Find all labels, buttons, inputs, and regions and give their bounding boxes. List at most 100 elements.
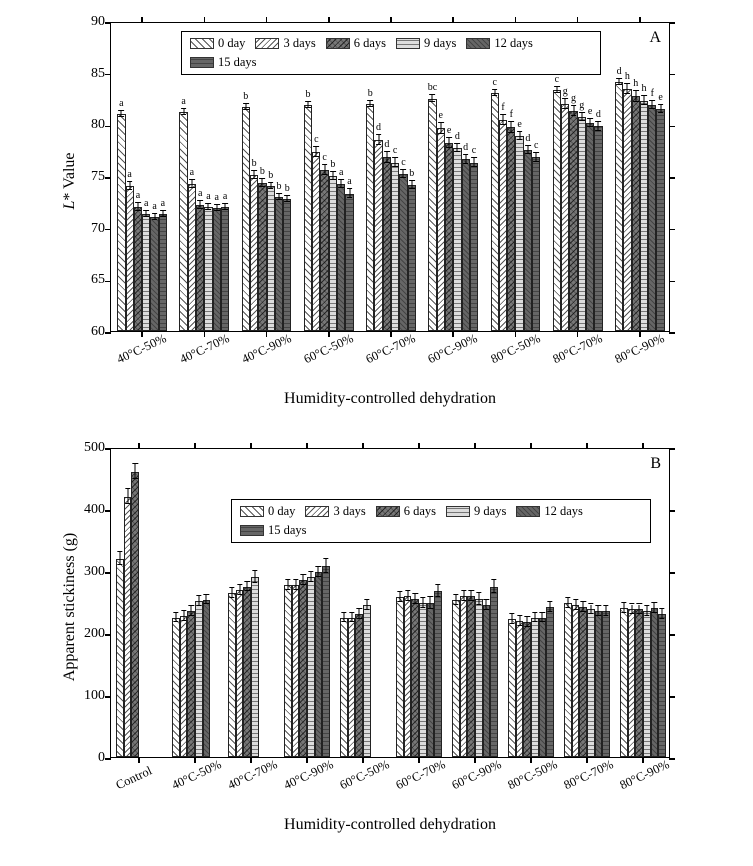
chart-a: L* Value 60657075808590A0 day3 days6 day… — [20, 12, 723, 432]
sig-letter: bc — [428, 82, 437, 93]
bar: e — [586, 123, 594, 331]
bar — [579, 607, 587, 757]
bar — [243, 587, 251, 758]
legend-label: 3 days — [333, 504, 365, 519]
x-tick — [362, 757, 364, 763]
sig-letter: b — [409, 168, 414, 179]
y-tick — [669, 572, 675, 574]
bar: a — [188, 184, 196, 331]
legend-swatch — [396, 38, 420, 49]
legend-item: 3 days — [255, 36, 315, 51]
y-tick — [105, 281, 111, 283]
bar: a — [117, 114, 125, 331]
sig-letter: f — [651, 88, 654, 99]
sig-letter: c — [492, 77, 496, 88]
sig-letter: a — [127, 169, 131, 180]
bar — [228, 593, 236, 757]
y-tick — [669, 74, 675, 76]
sig-letter: a — [161, 198, 165, 209]
sig-letter: b — [243, 91, 248, 102]
x-tick — [452, 331, 454, 337]
bar: c — [491, 93, 499, 331]
bar: b — [250, 175, 258, 331]
x-tick — [328, 331, 330, 337]
legend-swatch — [190, 57, 214, 68]
x-tick — [194, 443, 196, 449]
bar — [116, 559, 124, 757]
bar — [131, 472, 139, 757]
y-tick — [669, 281, 675, 283]
bar — [531, 618, 539, 758]
bar: a — [142, 214, 150, 331]
bar — [315, 572, 323, 757]
legend-swatch — [376, 506, 400, 517]
y-axis-label-a: L* Value — [61, 121, 79, 241]
x-cat-label: 40°C-50% — [170, 757, 224, 793]
bar: c — [470, 163, 478, 331]
legend-item: 15 days — [190, 55, 257, 70]
y-tick — [105, 177, 111, 179]
x-cat-label: 60°C-50% — [338, 757, 392, 793]
bar: a — [159, 214, 167, 331]
sig-letter: a — [215, 192, 219, 203]
bar — [635, 609, 643, 757]
y-tick — [669, 634, 675, 636]
x-tick — [586, 443, 588, 449]
page: { "legend": { "items": ["0 day","3 days"… — [0, 0, 753, 866]
bar: g — [569, 111, 577, 331]
y-tick — [105, 74, 111, 76]
y-tick — [105, 634, 111, 636]
sig-letter: b — [276, 181, 281, 192]
legend: 0 day3 days6 days9 days12 days15 days — [181, 31, 601, 75]
bar: d — [524, 150, 532, 331]
bar: c — [553, 90, 561, 331]
sig-letter: g — [571, 93, 576, 104]
x-tick — [141, 331, 143, 337]
x-tick — [390, 17, 392, 23]
sig-letter: c — [555, 74, 559, 85]
bar: f — [507, 127, 515, 331]
y-tick — [669, 126, 675, 128]
bar: a — [196, 205, 204, 331]
y-tick — [105, 332, 111, 334]
sig-letter: a — [190, 167, 194, 178]
bar: bc — [428, 99, 436, 332]
sig-letter: b — [285, 183, 290, 194]
bar: g — [578, 117, 586, 331]
x-tick — [306, 757, 308, 763]
bar — [251, 577, 259, 757]
x-tick — [138, 757, 140, 763]
bar — [564, 603, 572, 757]
x-tick — [474, 757, 476, 763]
x-tick — [639, 17, 641, 23]
sig-letter: a — [206, 191, 210, 202]
bar — [452, 600, 460, 757]
bar — [180, 616, 188, 757]
sig-letter: b — [368, 88, 373, 99]
bar — [508, 619, 516, 757]
legend-item: 0 day — [190, 36, 245, 51]
sig-letter: d — [376, 122, 381, 133]
legend: 0 day3 days6 days9 days12 days15 days — [231, 499, 651, 543]
x-tick — [306, 443, 308, 449]
sig-letter: h — [625, 71, 630, 82]
legend-item: 12 days — [466, 36, 533, 51]
bar — [620, 608, 628, 757]
y-axis-label-b: Apparent stickiness (g) — [61, 517, 79, 697]
y-tick — [105, 572, 111, 574]
legend-item: 15 days — [240, 523, 307, 538]
x-tick — [452, 17, 454, 23]
x-tick — [418, 757, 420, 763]
x-tick — [642, 757, 644, 763]
legend-label: 9 days — [424, 36, 456, 51]
sig-letter: d — [525, 133, 530, 144]
y-tick — [105, 229, 111, 231]
sig-letter: h — [642, 83, 647, 94]
sig-letter: a — [152, 201, 156, 212]
bar — [460, 596, 468, 757]
y-tick — [105, 510, 111, 512]
sig-letter: e — [658, 92, 662, 103]
plot-area-a: 60657075808590A0 day3 days6 days9 days12… — [110, 22, 670, 332]
legend-item: 12 days — [516, 504, 583, 519]
sig-letter: a — [136, 190, 140, 201]
